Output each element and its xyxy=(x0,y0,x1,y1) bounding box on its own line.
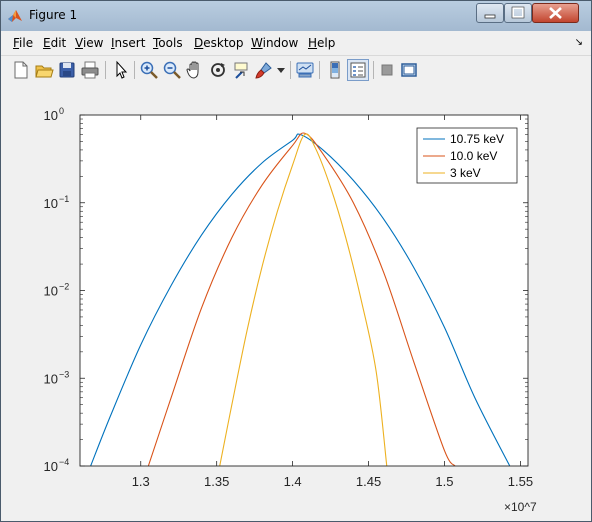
menu-insert[interactable]: Insert xyxy=(111,36,146,50)
x-tick-label: 1.5 xyxy=(435,474,453,489)
y-tick-label: 10 xyxy=(44,284,58,299)
menu-help[interactable]: Help xyxy=(308,36,336,50)
legend-label-2: 3 keV xyxy=(450,166,481,180)
toolbar-separator xyxy=(105,61,106,79)
x-tick-label: 1.55 xyxy=(508,474,533,489)
legend-label-1: 10.0 keV xyxy=(450,149,497,163)
x-tick-label: 1.4 xyxy=(284,474,302,489)
y-tick-exponent: −4 xyxy=(59,457,69,467)
close-button[interactable] xyxy=(532,3,579,23)
x-multiplier-label: ×10^7 xyxy=(504,500,537,514)
figure-toolbar xyxy=(1,55,591,85)
minimize-icon xyxy=(484,14,496,19)
colorbar-icon[interactable] xyxy=(325,60,345,80)
y-tick-exponent: −1 xyxy=(59,194,69,204)
toolbar-separator xyxy=(319,61,320,79)
title-bar[interactable]: Figure 1 xyxy=(1,1,591,31)
toolbar-separator xyxy=(373,61,374,79)
link-plot-icon[interactable] xyxy=(295,60,315,80)
y-tick-exponent: −3 xyxy=(59,369,69,379)
y-tick-exponent: −2 xyxy=(59,282,69,292)
data-cursor-icon[interactable] xyxy=(231,60,251,80)
y-tick-label: 10 xyxy=(44,371,58,386)
series-line-0 xyxy=(90,133,511,466)
maximize-button[interactable] xyxy=(504,3,532,23)
pointer-icon[interactable] xyxy=(111,60,131,80)
y-tick-label: 10 xyxy=(44,459,58,474)
pan-icon[interactable] xyxy=(185,60,205,80)
show-tools-icon[interactable] xyxy=(399,60,419,80)
brush-icon[interactable] xyxy=(254,60,274,80)
y-tick-label: 10 xyxy=(44,108,58,123)
legend-icon[interactable] xyxy=(347,59,369,81)
legend-label-0: 10.75 keV xyxy=(450,132,504,146)
hide-tools-icon[interactable] xyxy=(377,60,397,80)
series-line-1 xyxy=(147,132,456,466)
menu-file[interactable]: File xyxy=(13,36,34,50)
menu-tools[interactable]: Tools xyxy=(153,36,183,50)
toolbar-separator xyxy=(134,61,135,79)
save-icon[interactable] xyxy=(57,60,77,80)
matlab-logo-icon xyxy=(8,10,22,22)
menu-bar: File Edit View Insert Tools Desktop Wind… xyxy=(1,32,591,54)
minimize-button[interactable] xyxy=(476,3,504,23)
print-icon[interactable] xyxy=(80,60,100,80)
maximize-icon xyxy=(511,6,525,19)
x-tick-label: 1.35 xyxy=(204,474,229,489)
dock-arrow-icon[interactable]: ↘ xyxy=(574,37,583,48)
rotate-3d-icon[interactable] xyxy=(208,60,228,80)
menu-edit[interactable]: Edit xyxy=(43,36,67,50)
series-line-2 xyxy=(219,133,388,466)
figure-canvas: 1.3 1.35 1.4 1.45 1.5 1.55 ×10^7 10 0 10 −1 10 −2 10−… xyxy=(1,84,591,521)
menu-desktop[interactable]: Desktop xyxy=(194,36,244,50)
y-tick-exponent: 0 xyxy=(59,106,64,116)
brush-dropdown-icon[interactable] xyxy=(277,68,285,73)
x-tick-label: 1.3 xyxy=(132,474,150,489)
axes-box xyxy=(79,114,529,467)
zoom-out-icon[interactable] xyxy=(162,60,182,80)
close-icon xyxy=(549,7,562,19)
toolbar-separator xyxy=(290,61,291,79)
x-tick-label: 1.45 xyxy=(356,474,381,489)
zoom-in-icon[interactable] xyxy=(139,60,159,80)
new-figure-icon[interactable] xyxy=(11,60,31,80)
y-tick-label: 10 xyxy=(44,196,58,211)
menu-window[interactable]: Window xyxy=(251,36,299,50)
menu-view[interactable]: View xyxy=(75,36,104,50)
window-title: Figure 1 xyxy=(29,8,78,22)
open-file-icon[interactable] xyxy=(34,60,54,80)
